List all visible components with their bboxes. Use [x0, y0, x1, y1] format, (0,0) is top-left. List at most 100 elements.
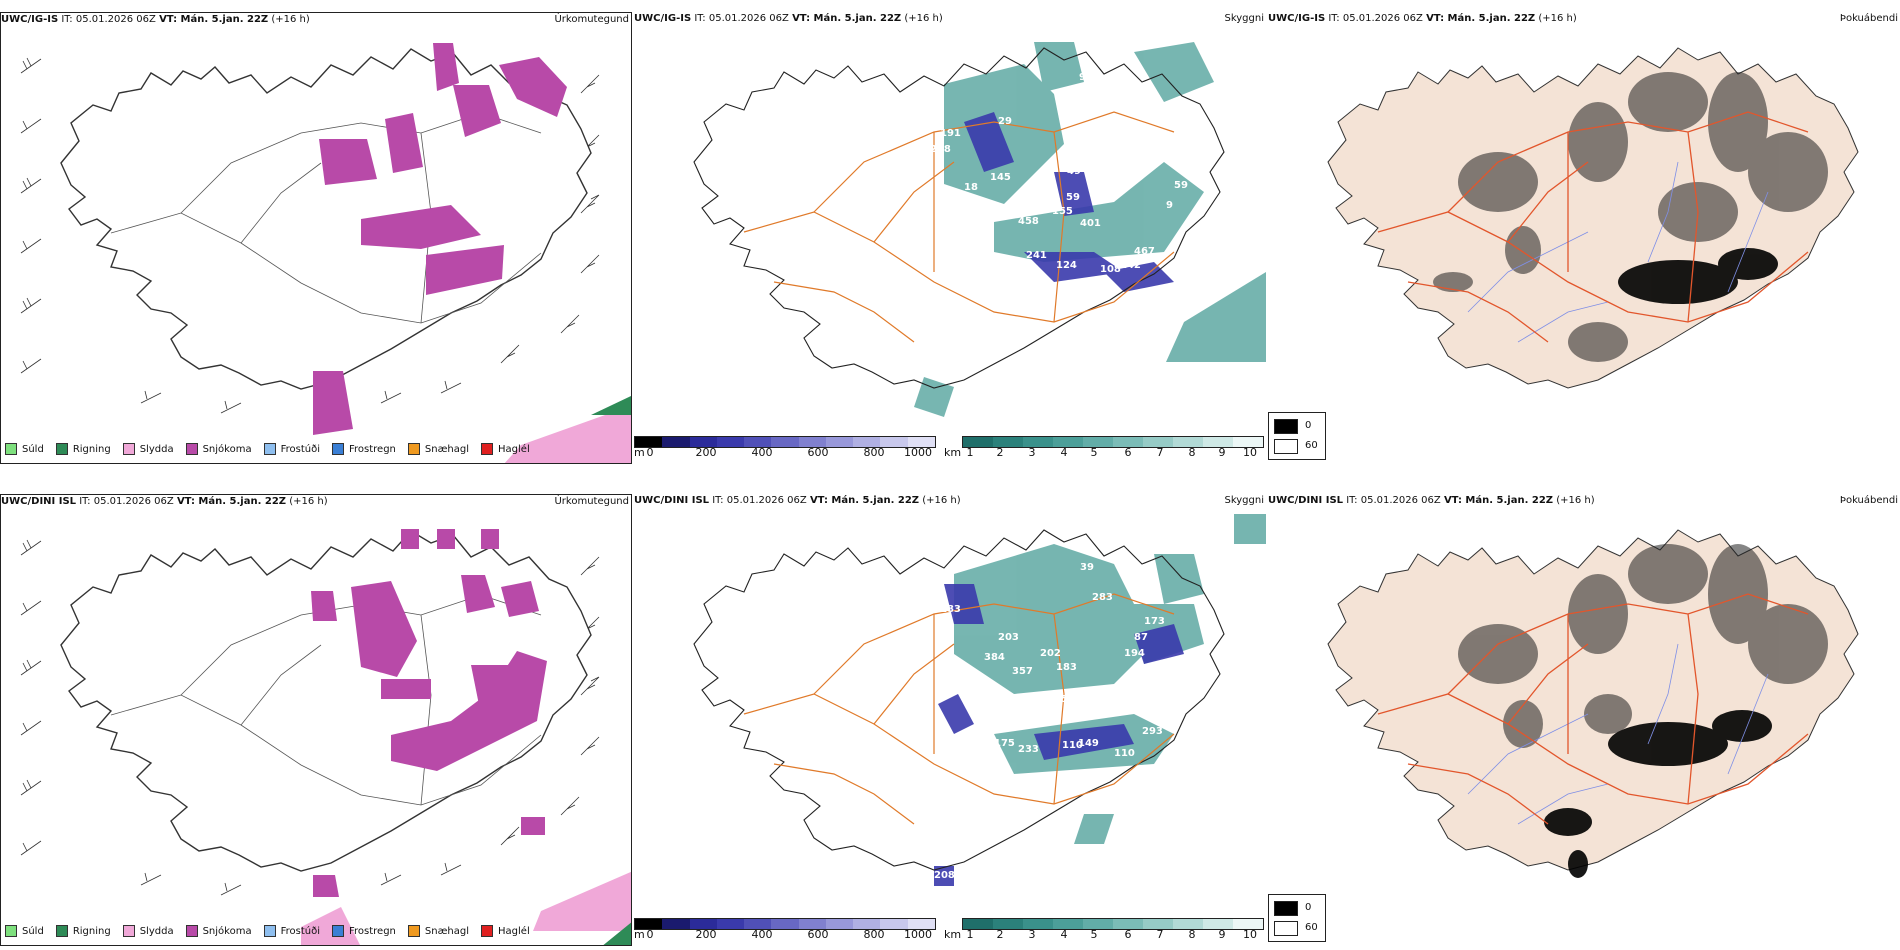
field-name: Úrkomutegund: [554, 14, 629, 25]
visibility-map[interactable]: 39 283 173 87 194 183 203 384 357 202 18…: [634, 494, 1266, 914]
field-name: Skyggni: [1224, 495, 1264, 506]
svg-text:59: 59: [1174, 180, 1188, 191]
legend-swatch: [55, 443, 68, 455]
svg-text:293: 293: [1142, 726, 1163, 737]
svg-text:186: 186: [942, 246, 963, 257]
legend-swatch: [481, 925, 494, 937]
fog-map[interactable]: [1268, 494, 1900, 946]
model-name: UWC/IG-IS: [634, 13, 692, 24]
panel-header: UWC/DINI ISL IT: 05.01.2026 06Z VT: Mán.…: [1, 495, 631, 509]
precip-legend: Súld Rigning Slydda Snjókoma Frostúði Fr…: [5, 443, 530, 455]
issue-time: IT: 05.01.2026 06Z: [694, 13, 789, 24]
field-name: Úrkomutegund: [554, 496, 629, 507]
legend-swatch: [5, 925, 17, 937]
ceiling-colorbar: m 0 200 400 600 800 1000: [634, 436, 936, 464]
field-name: Þokuábendi: [1839, 495, 1898, 506]
svg-text:183: 183: [1056, 662, 1077, 673]
svg-text:9: 9: [1166, 200, 1173, 211]
model-name: UWC/IG-IS: [1268, 13, 1326, 24]
visibility-colorbar: km 1 2 3 4 5 6 7 8 9 10: [944, 918, 1264, 946]
valid-time: VT: Mán. 5.jan. 22Z: [1443, 495, 1554, 506]
cloud-visibility-panel-dini: UWC/DINI ISL IT: 05.01.2026 06Z VT: Mán.…: [634, 494, 1266, 946]
valid-time: VT: Mán. 5.jan. 22Z: [792, 13, 902, 24]
legend-swatch: [407, 925, 420, 937]
svg-text:29: 29: [998, 116, 1012, 127]
svg-text:205: 205: [892, 708, 913, 719]
svg-text:183: 183: [940, 604, 961, 615]
legend-swatch: [185, 925, 198, 937]
issue-time: IT: 05.01.2026 06Z: [712, 495, 807, 506]
issue-time: IT: 05.01.2026 06Z: [1328, 13, 1423, 24]
svg-text:458: 458: [1018, 216, 1039, 227]
svg-text:175: 175: [994, 738, 1015, 749]
svg-text:241: 241: [1144, 132, 1165, 143]
svg-text:142: 142: [1120, 260, 1141, 271]
issue-time: IT: 05.01.2026 06Z: [79, 496, 174, 507]
forecast-offset: (+16 h): [922, 495, 961, 506]
svg-text:18: 18: [964, 182, 978, 193]
legend-swatch: [332, 925, 344, 937]
cloud-visibility-panel-igis: UWC/IG-IS IT: 05.01.2026 06Z VT: Mán. 5.…: [634, 12, 1266, 464]
fog-key: 0 60: [1268, 412, 1326, 460]
field-name: Skyggni: [1224, 13, 1264, 24]
snow-areas: [313, 43, 567, 435]
legend-swatch: [5, 443, 17, 455]
visibility-colorbar: km 1 2 3 4 5 6 7 8 9 10: [944, 436, 1264, 464]
visibility-unit: km: [944, 446, 962, 459]
issue-time: IT: 05.01.2026 06Z: [61, 14, 156, 25]
precip-type-panel-dini: UWC/DINI ISL IT: 05.01.2026 06Z VT: Mán.…: [0, 494, 632, 946]
model-name: UWC/IG-IS: [1, 14, 59, 25]
visibility-labels: 901 191 29 258 145 18 49 563 458 155 59 …: [930, 72, 1188, 275]
field-name: Þokuábendi: [1839, 13, 1898, 24]
precip-map[interactable]: [1, 495, 632, 946]
forecast-offset: (+16 h): [289, 496, 328, 507]
svg-text:59: 59: [1066, 192, 1080, 203]
svg-text:110: 110: [1114, 748, 1135, 759]
svg-text:16: 16: [1156, 714, 1170, 725]
valid-time: VT: Mán. 5.jan. 22Z: [1426, 13, 1536, 24]
ceiling-unit: m: [634, 928, 645, 941]
model-name: UWC/DINI ISL: [634, 495, 710, 506]
valid-time: VT: Mán. 5.jan. 22Z: [159, 14, 269, 25]
legend-swatch: [263, 925, 276, 937]
legend-swatch: [122, 443, 135, 455]
panel-header: UWC/IG-IS IT: 05.01.2026 06Z VT: Mán. 5.…: [1, 13, 631, 27]
svg-text:233: 233: [1018, 744, 1039, 755]
legend-swatch: [407, 443, 420, 455]
svg-text:194: 194: [1124, 648, 1145, 659]
svg-text:110: 110: [1062, 740, 1083, 751]
svg-text:315: 315: [1144, 698, 1165, 709]
panel-header: UWC/DINI ISL IT: 05.01.2026 06Z VT: Mán.…: [1268, 494, 1900, 508]
precip-type-panel-igis: UWC/IG-IS IT: 05.01.2026 06Z VT: Mán. 5.…: [0, 12, 632, 464]
fog-shading: [1458, 544, 1828, 748]
svg-text:467: 467: [1134, 246, 1155, 257]
visibility-unit: km: [944, 928, 962, 941]
svg-text:155: 155: [1052, 206, 1073, 217]
svg-text:191: 191: [940, 128, 961, 139]
legend-swatch: [185, 443, 198, 455]
svg-text:901: 901: [1079, 72, 1100, 83]
fog-map[interactable]: [1268, 12, 1900, 464]
forecast-offset: (+16 h): [271, 14, 310, 25]
svg-text:357: 357: [1012, 666, 1033, 677]
svg-text:124: 124: [1056, 260, 1077, 271]
legend-swatch: [481, 443, 494, 455]
precip-map[interactable]: [1, 13, 632, 464]
forecast-offset: (+16 h): [1538, 13, 1577, 24]
svg-text:208: 208: [934, 870, 955, 881]
fog-index-panel-igis: UWC/IG-IS IT: 05.01.2026 06Z VT: Mán. 5.…: [1268, 12, 1900, 464]
svg-text:283: 283: [1092, 592, 1113, 603]
legend-swatch: [332, 443, 344, 455]
model-name: UWC/DINI ISL: [1268, 495, 1344, 506]
svg-text:384: 384: [984, 652, 1005, 663]
svg-text:193: 193: [1018, 264, 1039, 275]
svg-text:563: 563: [1028, 200, 1049, 211]
precip-legend: Súld Rigning Slydda Snjókoma Frostúði Fr…: [5, 925, 530, 937]
forecast-offset: (+16 h): [904, 13, 943, 24]
visibility-labels: 39 283 173 87 194 183 203 384 357 202 18…: [892, 562, 1170, 881]
legend-swatch: [122, 925, 135, 937]
issue-time: IT: 05.01.2026 06Z: [1346, 495, 1441, 506]
svg-text:202: 202: [1040, 648, 1061, 659]
visibility-map[interactable]: 901 191 29 258 145 18 49 563 458 155 59 …: [634, 12, 1266, 432]
svg-text:15: 15: [1054, 694, 1068, 705]
